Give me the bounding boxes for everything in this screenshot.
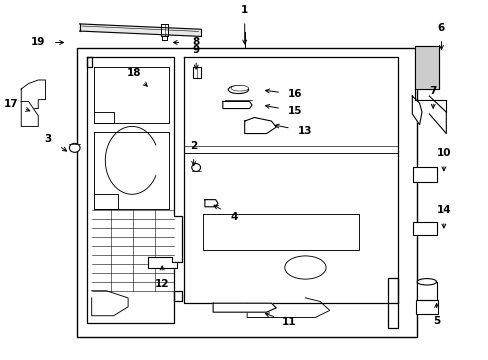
Polygon shape bbox=[21, 80, 45, 109]
Text: 12: 12 bbox=[155, 279, 169, 289]
Text: 9: 9 bbox=[192, 45, 199, 55]
Polygon shape bbox=[416, 282, 436, 300]
Text: 13: 13 bbox=[297, 126, 312, 136]
Ellipse shape bbox=[191, 163, 200, 171]
Polygon shape bbox=[162, 36, 166, 40]
Text: 16: 16 bbox=[287, 89, 302, 99]
Polygon shape bbox=[21, 102, 38, 126]
Text: 17: 17 bbox=[3, 99, 18, 109]
Polygon shape bbox=[213, 303, 276, 312]
Ellipse shape bbox=[228, 86, 248, 94]
Ellipse shape bbox=[231, 85, 248, 91]
Text: 8: 8 bbox=[192, 37, 200, 48]
Text: 10: 10 bbox=[436, 148, 450, 158]
Text: 3: 3 bbox=[44, 134, 52, 144]
Polygon shape bbox=[411, 96, 421, 125]
Text: 1: 1 bbox=[241, 5, 248, 15]
Text: 14: 14 bbox=[436, 205, 450, 215]
Text: 6: 6 bbox=[437, 23, 444, 33]
Text: 7: 7 bbox=[428, 86, 436, 96]
Bar bbox=[192, 67, 201, 78]
Text: 11: 11 bbox=[282, 317, 296, 327]
Polygon shape bbox=[428, 96, 446, 134]
Bar bbox=[77, 48, 416, 337]
Polygon shape bbox=[161, 23, 168, 36]
Text: 15: 15 bbox=[287, 106, 302, 116]
Text: 18: 18 bbox=[126, 68, 141, 78]
Text: 19: 19 bbox=[31, 37, 45, 48]
Polygon shape bbox=[223, 102, 251, 109]
Bar bbox=[412, 222, 436, 235]
Polygon shape bbox=[204, 200, 218, 207]
Polygon shape bbox=[80, 24, 201, 36]
Bar bbox=[415, 300, 437, 314]
Text: 5: 5 bbox=[432, 316, 439, 326]
Text: 4: 4 bbox=[230, 212, 238, 222]
Bar bbox=[412, 167, 436, 182]
Text: 2: 2 bbox=[190, 141, 197, 151]
Polygon shape bbox=[244, 117, 276, 134]
Polygon shape bbox=[147, 257, 176, 267]
Ellipse shape bbox=[69, 143, 80, 152]
Ellipse shape bbox=[284, 256, 325, 279]
Polygon shape bbox=[414, 46, 438, 89]
Ellipse shape bbox=[416, 279, 436, 285]
